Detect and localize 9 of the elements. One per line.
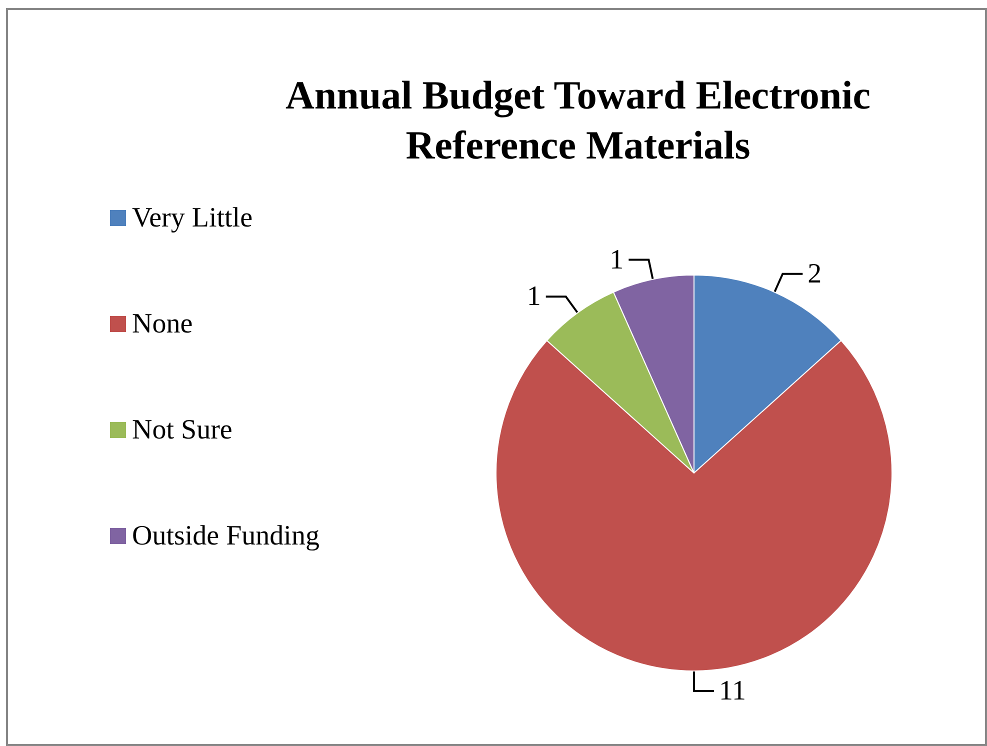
legend-label: Not Sure bbox=[132, 414, 232, 446]
legend-label: Very Little bbox=[132, 202, 253, 234]
legend-label: Outside Funding bbox=[132, 520, 320, 552]
data-label: 11 bbox=[719, 676, 746, 706]
data-label: 2 bbox=[808, 258, 822, 290]
data-label: 1 bbox=[610, 244, 624, 276]
chart-title: Annual Budget Toward Electronic Reference Materials bbox=[286, 72, 870, 168]
legend-label: None bbox=[132, 308, 193, 340]
data-label: 1 bbox=[526, 281, 541, 312]
